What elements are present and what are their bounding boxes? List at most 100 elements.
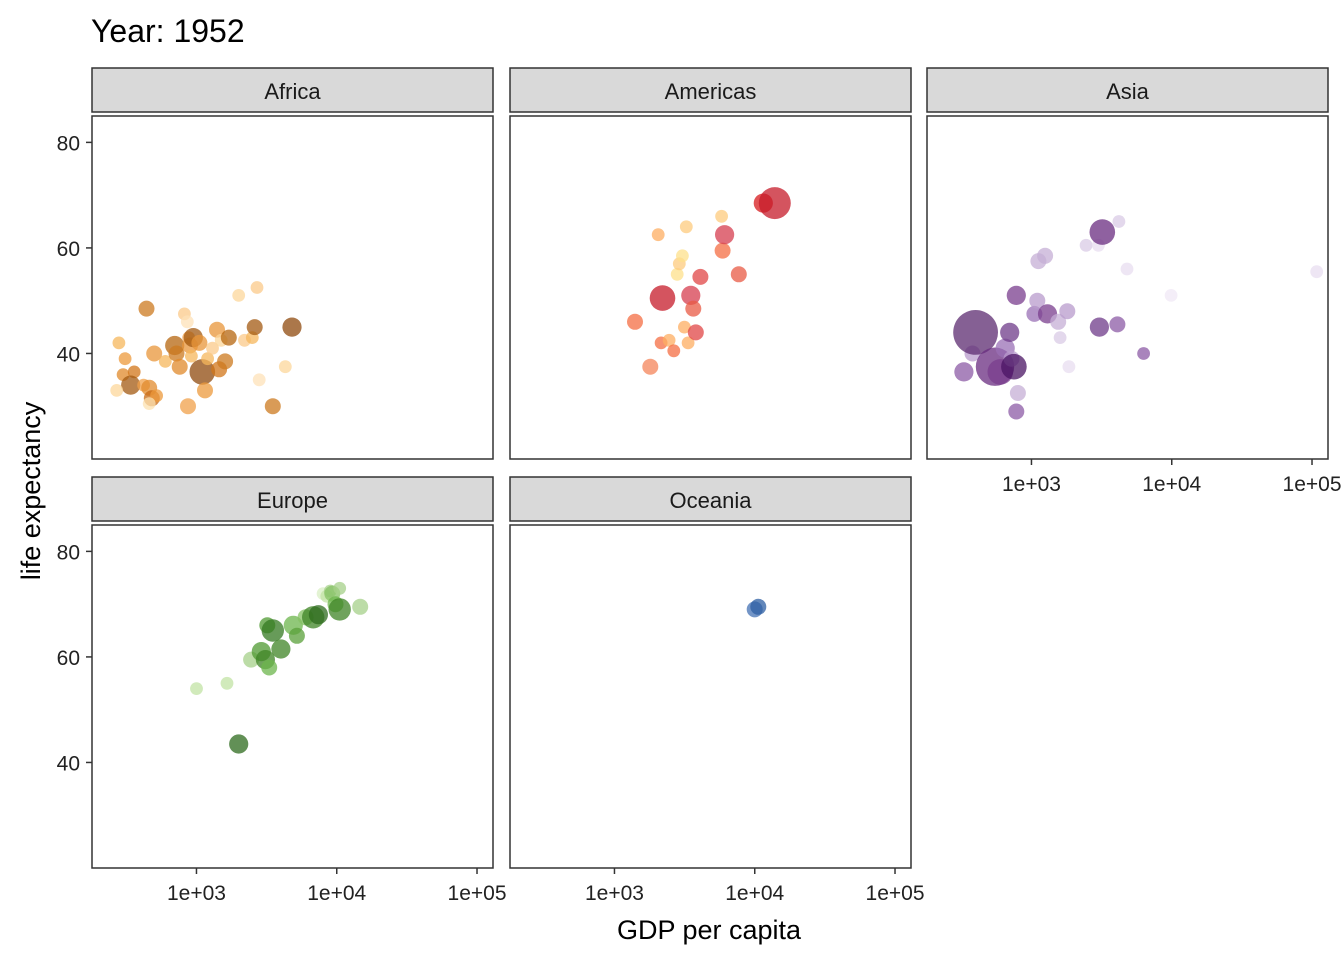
data-point: [685, 300, 702, 317]
data-point: [121, 375, 141, 395]
data-point: [261, 659, 278, 676]
data-point: [180, 315, 194, 329]
data-point: [649, 285, 676, 311]
data-point: [110, 384, 124, 397]
data-point: [209, 321, 225, 338]
data-point: [1050, 313, 1067, 330]
x-tick-label: 1e+04: [725, 882, 784, 905]
y-tick-label: 60: [57, 238, 80, 261]
data-point: [1062, 360, 1076, 374]
data-point: [229, 734, 249, 754]
data-point: [1008, 403, 1025, 420]
data-point: [681, 285, 701, 305]
data-point: [138, 300, 155, 317]
data-point: [264, 398, 281, 415]
data-point: [190, 682, 203, 695]
data-point: [127, 365, 141, 379]
data-point: [333, 581, 347, 595]
x-tick-label: 1e+04: [307, 882, 366, 905]
data-point: [146, 345, 163, 362]
facet-strip-americas: [509, 67, 912, 113]
data-point: [1053, 331, 1067, 344]
data-point: [750, 598, 767, 615]
x-tick-label: 1e+03: [585, 882, 644, 905]
y-tick-label: 60: [57, 647, 80, 670]
data-point: [1164, 289, 1178, 302]
data-point: [679, 220, 693, 234]
y-axis-title: life expectancy: [16, 401, 46, 580]
data-point: [252, 373, 266, 387]
data-point: [220, 329, 237, 346]
data-point: [714, 242, 731, 259]
facet-strip-label-oceania: Oceania: [670, 488, 753, 513]
facet-strip-label-americas: Americas: [665, 79, 757, 104]
facet-americas: Americas: [509, 67, 912, 460]
data-point: [185, 349, 198, 363]
data-point: [667, 344, 681, 358]
data-point: [288, 627, 305, 644]
x-tick-label: 1e+05: [448, 882, 507, 905]
panel-frame-asia: [926, 115, 1329, 460]
data-point: [651, 228, 665, 242]
data-point: [670, 267, 684, 281]
facet-oceania: Oceania 1e+03 1e+04 1e+05: [509, 476, 925, 905]
data-point: [220, 676, 234, 690]
data-point: [352, 598, 369, 615]
data-point: [1006, 285, 1026, 305]
data-point: [168, 345, 185, 362]
data-point: [261, 619, 284, 642]
data-point: [954, 362, 974, 382]
data-point: [206, 341, 219, 355]
data-point: [1089, 219, 1116, 245]
data-point: [201, 352, 215, 366]
facet-strip-label-asia: Asia: [1106, 79, 1150, 104]
data-point: [1310, 265, 1324, 279]
facet-strip-africa: [91, 67, 494, 113]
data-point: [1001, 353, 1027, 380]
data-point: [1000, 322, 1020, 342]
data-point: [642, 358, 659, 375]
facet-asia: Asia 1e+03 1e+04 1e+05: [926, 67, 1342, 496]
data-point: [687, 324, 704, 341]
data-point: [180, 398, 196, 415]
facet-strip-label-africa: Africa: [264, 79, 321, 104]
data-point: [271, 639, 291, 659]
data-point: [715, 209, 728, 223]
data-point: [250, 281, 264, 294]
data-point: [282, 317, 302, 337]
facet-europe: Europe 40 60 80 1e+03 1e+04 1e+05: [57, 476, 507, 905]
data-point: [953, 310, 998, 355]
data-point: [1109, 316, 1126, 333]
data-point: [1059, 303, 1076, 320]
data-point: [308, 605, 328, 625]
panel-frame-americas: [509, 115, 912, 460]
data-point: [1037, 247, 1054, 264]
data-point: [1089, 317, 1109, 337]
y-tick-label: 80: [57, 132, 80, 155]
data-point: [158, 355, 172, 368]
data-point: [246, 319, 263, 336]
x-tick-label: 1e+05: [1283, 473, 1342, 496]
x-tick-label: 1e+03: [1002, 473, 1061, 496]
y-tick-label: 40: [57, 343, 80, 366]
data-point: [189, 359, 216, 385]
panel-frame-europe: [91, 524, 494, 869]
x-tick-label: 1e+05: [866, 882, 925, 905]
chart-title: Year: 1952: [91, 13, 245, 49]
data-point: [1009, 385, 1026, 401]
data-point: [1137, 347, 1150, 360]
facet-strip-oceania: [509, 476, 912, 522]
data-point: [118, 352, 132, 366]
data-point: [278, 360, 292, 374]
data-point: [191, 334, 208, 351]
y-tick-label: 40: [57, 752, 80, 775]
data-point: [662, 333, 676, 347]
data-point: [681, 336, 695, 350]
data-point: [171, 358, 188, 375]
data-point: [1079, 238, 1093, 252]
y-tick-label: 80: [57, 541, 80, 564]
data-point: [715, 225, 735, 245]
data-point: [112, 336, 126, 350]
